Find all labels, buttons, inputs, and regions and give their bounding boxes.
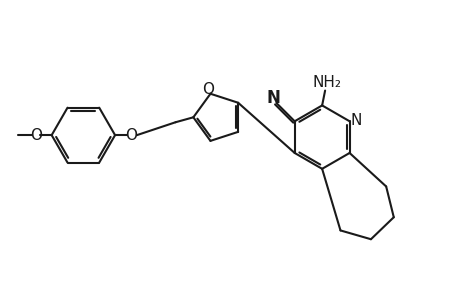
Text: N: N [266, 89, 280, 107]
Text: N: N [350, 113, 361, 128]
Text: NH₂: NH₂ [312, 75, 341, 90]
Text: O: O [30, 128, 42, 142]
Text: O: O [125, 128, 137, 142]
Text: O: O [202, 82, 214, 97]
